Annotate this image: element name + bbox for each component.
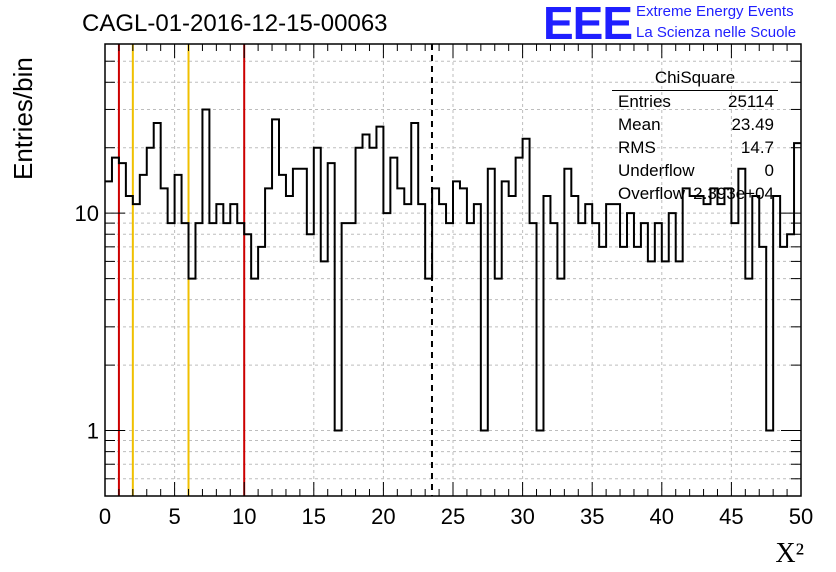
stats-value: 23.49 xyxy=(731,115,774,134)
stats-label: Underflow xyxy=(618,161,695,180)
marker-lines xyxy=(117,44,433,496)
stats-value: 0 xyxy=(764,161,774,180)
stats-row-entries: Entries 25114 xyxy=(618,92,774,114)
x-axis-label: X² xyxy=(775,538,804,569)
stats-label: RMS xyxy=(618,138,656,157)
tick-labels: 0 5 10 15 20 25 30 35 40 45 50 1 10 xyxy=(75,201,814,529)
stats-label: Entries xyxy=(618,92,671,111)
x-tick-label: 20 xyxy=(371,504,395,529)
y-axis-label: Entries/bin xyxy=(8,57,38,180)
x-tick-label: 30 xyxy=(510,504,534,529)
x-tick-label: 25 xyxy=(441,504,465,529)
histogram-series xyxy=(105,108,801,432)
stats-row-underflow: Underflow 0 xyxy=(618,161,774,183)
stats-value: 2.393e+04 xyxy=(693,184,774,203)
logo-text-line2: La Scienza nelle Scuole xyxy=(636,24,797,41)
stats-value: 25114 xyxy=(727,92,774,111)
stats-value: 14.7 xyxy=(740,138,774,157)
x-tick-label: 40 xyxy=(650,504,674,529)
x-tick-label: 5 xyxy=(168,504,180,529)
stats-label: Mean xyxy=(618,115,661,134)
y-tick-label: 1 xyxy=(87,419,99,444)
x-tick-label: 50 xyxy=(789,504,813,529)
stats-title: ChiSquare xyxy=(654,68,736,87)
stats-label: Overflow xyxy=(618,184,686,203)
x-tick-label: 45 xyxy=(719,504,743,529)
stats-row-overflow: Overflow 2.393e+04 xyxy=(618,184,774,206)
x-tick-label: 35 xyxy=(580,504,604,529)
y-tick-label: 10 xyxy=(75,201,99,226)
axis-ticks xyxy=(104,43,802,497)
x-tick-label: 15 xyxy=(302,504,326,529)
logo-text-line1: Extreme Energy Events xyxy=(636,3,794,20)
stats-box: ChiSquare Entries 25114 Mean 23.49 RMS 1… xyxy=(612,68,778,206)
chart-title: CAGL-01-2016-12-15-00063 xyxy=(82,10,388,37)
stats-row-rms: RMS 14.7 xyxy=(618,138,774,160)
stats-row-mean: Mean 23.49 xyxy=(618,115,774,137)
x-tick-label: 0 xyxy=(99,504,111,529)
x-tick-label: 10 xyxy=(232,504,256,529)
eee-logo-icon: EEE xyxy=(543,0,633,49)
stats-separator xyxy=(612,90,778,91)
